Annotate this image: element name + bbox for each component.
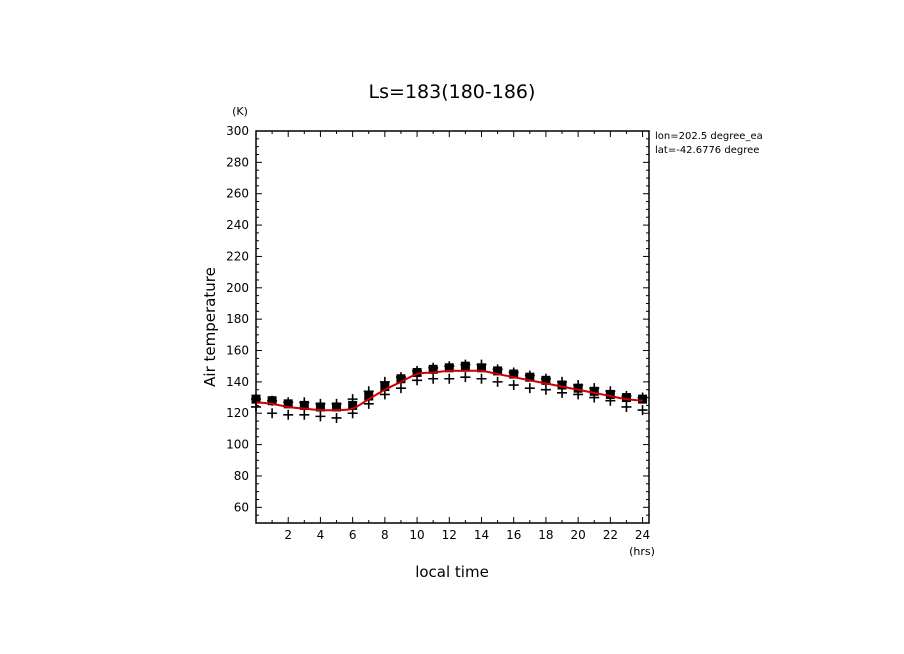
y-tick-label: 120 <box>226 406 249 420</box>
y-tick-label: 220 <box>226 249 249 263</box>
data-point-plus <box>637 392 648 403</box>
data-point-plus <box>573 380 584 391</box>
data-point-plus <box>379 376 390 387</box>
data-point-plus <box>283 409 294 420</box>
data-point-plus <box>428 373 439 384</box>
data-point-plus <box>315 411 326 422</box>
data-point-plus <box>395 372 406 383</box>
data-point-plus <box>315 398 326 409</box>
y-tick-label: 100 <box>226 438 249 452</box>
data-point-plus <box>267 408 278 419</box>
plot-marks <box>251 359 648 423</box>
data-point-plus <box>540 373 551 384</box>
data-point-plus <box>557 387 568 398</box>
x-tick-label: 4 <box>317 528 325 542</box>
x-tick-label: 2 <box>284 528 292 542</box>
x-tick-label: 10 <box>409 528 424 542</box>
data-point-plus <box>524 383 535 394</box>
plot-frame <box>255 130 650 524</box>
data-point-plus <box>557 376 568 387</box>
data-point-plus <box>605 395 616 406</box>
y-tick-label: 200 <box>226 281 249 295</box>
data-point-plus <box>363 386 374 397</box>
data-point-plus <box>621 401 632 412</box>
data-point-plus <box>492 364 503 375</box>
y-tick-label: 280 <box>226 155 249 169</box>
data-point-square <box>348 400 358 410</box>
axis-ticks: 2 4 6 8 10 12 14 16 18 20 22 2460801001201401601802… <box>226 124 650 542</box>
annotation-lon: lon=202.5 degree_ea <box>655 131 763 142</box>
y-tick-label: 300 <box>226 124 249 138</box>
y-tick-label: 80 <box>234 469 249 483</box>
x-tick-label: 16 <box>506 528 521 542</box>
data-point-plus <box>524 370 535 381</box>
data-point-plus <box>428 362 439 373</box>
series-line <box>255 369 643 412</box>
data-point-plus <box>508 367 519 378</box>
data-point-plus <box>508 380 519 391</box>
data-point-plus <box>444 361 455 372</box>
annotation-clip <box>779 128 819 158</box>
chart-title: Ls=183(180-186) <box>369 81 536 103</box>
x-axis-title: local time <box>415 563 489 581</box>
x-tick-label: 20 <box>570 528 585 542</box>
data-point-plus <box>299 397 310 408</box>
y-tick-label: 260 <box>226 187 249 201</box>
y-unit-label: (K) <box>232 105 248 118</box>
y-tick-label: 140 <box>226 375 249 389</box>
data-point-plus <box>379 389 390 400</box>
x-tick-label: 8 <box>381 528 389 542</box>
data-point-plus <box>412 375 423 386</box>
data-point-plus <box>637 405 648 416</box>
data-point-plus <box>283 397 294 408</box>
x-tick-label: 14 <box>474 528 489 542</box>
x-unit-label: (hrs) <box>629 545 655 558</box>
data-point-plus <box>460 372 471 383</box>
x-tick-label: 24 <box>635 528 650 542</box>
data-point-plus <box>540 384 551 395</box>
data-point-plus <box>299 409 310 420</box>
data-point-plus <box>589 383 600 394</box>
x-tick-label: 12 <box>442 528 457 542</box>
data-point-plus <box>492 376 503 387</box>
data-point-plus <box>589 392 600 403</box>
y-tick-label: 60 <box>234 500 249 514</box>
annotation-lat: lat=-42.6776 degree <box>655 145 759 156</box>
y-tick-label: 180 <box>226 312 249 326</box>
data-point-plus <box>605 386 616 397</box>
y-tick-label: 160 <box>226 344 249 358</box>
y-tick-label: 240 <box>226 218 249 232</box>
data-point-plus <box>444 373 455 384</box>
data-point-plus <box>573 389 584 400</box>
data-point-plus <box>347 394 358 405</box>
data-point-plus <box>331 398 342 409</box>
data-point-plus <box>460 359 471 370</box>
x-tick-label: 6 <box>349 528 357 542</box>
data-point-plus <box>363 398 374 409</box>
data-point-plus <box>347 408 358 419</box>
x-tick-label: 22 <box>603 528 618 542</box>
data-point-plus <box>331 412 342 423</box>
data-point-plus <box>476 373 487 384</box>
data-point-plus <box>476 359 487 370</box>
data-point-plus <box>395 383 406 394</box>
x-tick-label: 18 <box>538 528 553 542</box>
y-axis-title: Air temperature <box>201 267 219 387</box>
